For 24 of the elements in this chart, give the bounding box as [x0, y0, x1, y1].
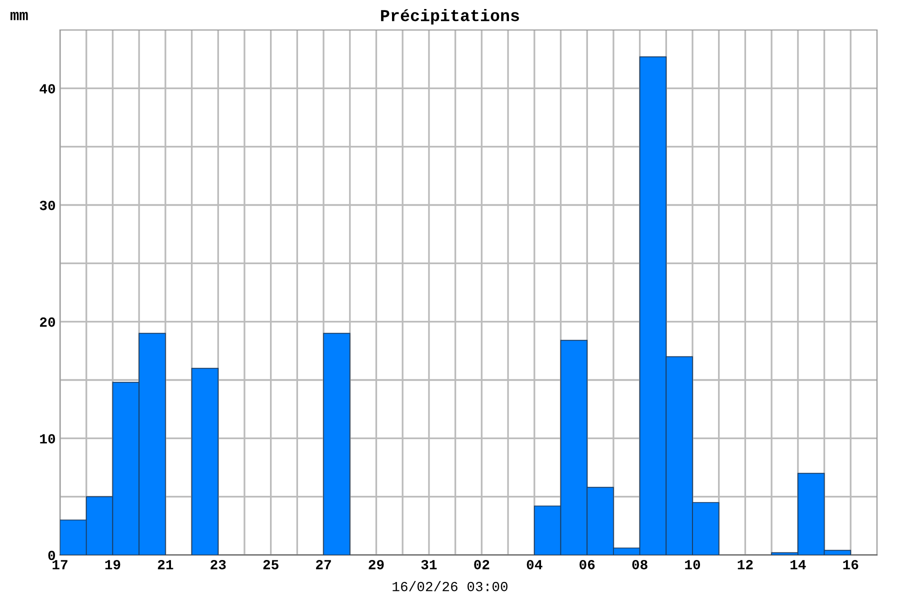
chart-title: Précipitations — [381, 9, 519, 25]
x-tick-label: 16 — [843, 560, 858, 570]
x-tick-label: 04 — [526, 560, 542, 570]
x-tick-label: 02 — [474, 560, 490, 570]
x-tick-label: 25 — [263, 560, 278, 570]
x-tick-label: 23 — [210, 560, 226, 570]
y-axis-title: mm — [10, 12, 28, 20]
x-axis-title: 16/02/26 03:00 — [392, 581, 508, 592]
x-tick-label: 06 — [580, 560, 595, 570]
x-tick-label: 10 — [685, 560, 700, 570]
y-tick-label: 30 — [40, 200, 56, 210]
y-tick-label: 0 — [48, 550, 56, 560]
x-tick-label: 27 — [316, 560, 331, 570]
x-tick-label: 08 — [632, 560, 648, 570]
y-tick-label: 10 — [40, 434, 56, 444]
x-tick-label: 19 — [105, 560, 120, 570]
x-tick-label: 29 — [368, 560, 384, 570]
x-tick-label: 17 — [52, 560, 68, 570]
x-tick-label: 21 — [158, 560, 174, 570]
x-tick-label: 31 — [421, 560, 437, 570]
x-tick-label: 14 — [790, 560, 806, 570]
y-tick-label: 40 — [40, 84, 56, 94]
y-tick-label: 20 — [40, 317, 56, 327]
x-tick-label: 12 — [738, 560, 753, 570]
